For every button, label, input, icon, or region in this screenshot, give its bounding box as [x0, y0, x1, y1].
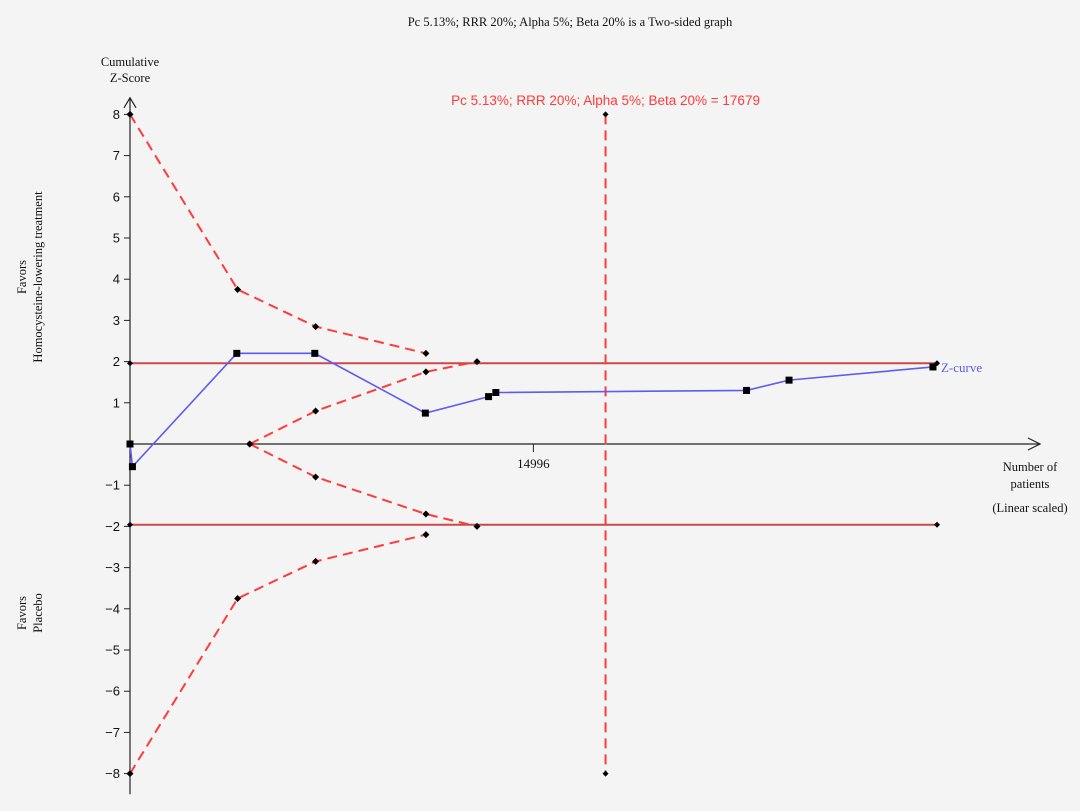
y-tick-label: 4 — [113, 272, 120, 287]
y-tick-label: 2 — [113, 354, 120, 369]
monitoring-boundary-upper-marker — [312, 323, 320, 331]
z-curve-label: Z-curve — [941, 360, 982, 375]
y-tick-label: −4 — [105, 601, 120, 616]
favors-placebo-line-1: Favors — [15, 596, 29, 630]
futility-boundary-lower-marker — [246, 440, 254, 448]
z-curve-point — [485, 393, 493, 401]
y-tick-label: 5 — [113, 231, 120, 246]
monitoring-boundary-upper-marker — [126, 110, 134, 118]
x-tick-label: 14996 — [517, 456, 550, 471]
x-axis-arrow — [1027, 437, 1042, 451]
z-curve-point — [785, 376, 793, 384]
y-tick-label: 1 — [113, 395, 120, 410]
monitoring-boundary-upper-line — [129, 113, 427, 355]
x-axis-title-line-3: (Linear scaled) — [992, 501, 1067, 515]
y-tick-label: −8 — [105, 766, 120, 781]
favors-placebo-label: Favors Placebo — [15, 593, 45, 633]
z-curve-point — [126, 440, 134, 448]
y-axis-title-line-1: Cumulative — [101, 55, 160, 69]
futility-boundary-lower-marker — [312, 473, 320, 481]
monitoring-boundary-lower-marker — [126, 770, 134, 778]
y-tick-label: 6 — [113, 189, 120, 204]
futility-boundary-lower-line — [249, 443, 478, 528]
y-tick-label: 7 — [113, 148, 120, 163]
monitoring-boundary-lower-marker — [234, 595, 242, 602]
z-curve-point — [421, 409, 429, 417]
z-curve-point — [311, 349, 319, 357]
conventional-boundary-marker — [127, 360, 133, 367]
chart-title: Pc 5.13%; RRR 20%; Alpha 5%; Beta 20% is… — [408, 15, 733, 29]
z-curve-line — [129, 352, 934, 469]
required-information-size-label: Pc 5.13%; RRR 20%; Alpha 5%; Beta 20% = … — [451, 93, 760, 108]
futility-boundary-upper-line — [249, 360, 478, 445]
x-axis-title: Number of patients (Linear scaled) — [992, 460, 1067, 515]
monitoring-boundary-lower-marker — [422, 531, 430, 539]
futility-boundary-upper-marker — [312, 407, 320, 415]
y-tick-label: −7 — [105, 725, 120, 740]
favors-treatment-label: Favors Homocysteine-lowering treatment — [15, 191, 45, 363]
monitoring-boundary-lower-marker — [312, 557, 320, 565]
y-tick-label: −2 — [105, 519, 120, 534]
futility-boundary-upper-marker — [473, 358, 481, 366]
z-curve-point — [233, 349, 241, 357]
x-axis-title-line-1: Number of — [1003, 460, 1058, 474]
conventional-boundary-marker — [127, 521, 133, 528]
y-tick-label: 3 — [113, 313, 120, 328]
x-axis-title-line-2: patients — [1011, 477, 1050, 491]
z-curve-point — [128, 463, 136, 471]
favors-treatment-line-2: Homocysteine-lowering treatment — [31, 191, 45, 363]
y-tick-label: −5 — [105, 643, 120, 658]
y-axis-title-line-2: Z-Score — [110, 71, 151, 85]
futility-boundary-lower-marker — [473, 522, 481, 530]
favors-treatment-line-1: Favors — [15, 260, 29, 294]
z-curve-point — [929, 363, 937, 371]
conventional-boundary-marker — [934, 521, 940, 528]
y-tick-label: 8 — [113, 107, 120, 122]
required-information-size-marker — [602, 111, 609, 118]
futility-boundary-upper-marker — [422, 368, 430, 376]
favors-placebo-line-2: Placebo — [31, 593, 45, 633]
y-tick-label: −1 — [105, 478, 120, 493]
monitoring-boundary-lower-line — [129, 533, 427, 775]
y-axis-arrow — [123, 96, 137, 109]
required-information-size-marker — [602, 770, 609, 777]
y-tick-label: −3 — [105, 560, 120, 575]
futility-boundary-lower-marker — [422, 510, 430, 518]
monitoring-boundary-upper-marker — [422, 349, 430, 357]
monitoring-boundary-upper-marker — [234, 286, 242, 293]
z-curve-point — [492, 389, 500, 396]
y-tick-label: −6 — [105, 684, 120, 699]
y-axis-title: Cumulative Z-Score — [101, 55, 160, 85]
z-curve-point — [743, 386, 751, 394]
